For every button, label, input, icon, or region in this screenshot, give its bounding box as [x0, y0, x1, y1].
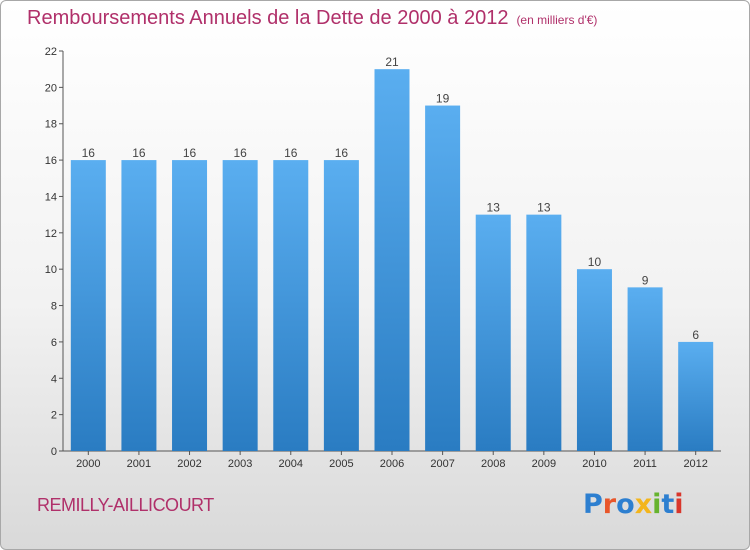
proxiti-logo[interactable]: Proxiti — [583, 489, 684, 520]
bar — [70, 160, 106, 451]
y-tick-label: 10 — [45, 264, 57, 276]
x-tick-label: 2011 — [633, 458, 657, 470]
chart-bars — [70, 69, 714, 451]
bar — [222, 160, 258, 451]
commune-name: REMILLY-AILLICOURT — [37, 495, 214, 515]
data-label: 13 — [487, 201, 501, 215]
data-label: 16 — [132, 146, 146, 160]
y-tick-label: 2 — [51, 410, 57, 422]
x-tick-label: 2012 — [683, 458, 707, 470]
bar — [425, 105, 461, 451]
data-label: 16 — [82, 146, 96, 160]
chart-title-block: Remboursements Annuels de la Dette de 20… — [27, 7, 597, 30]
x-tick-label: 2005 — [329, 458, 353, 470]
x-tick-label: 2002 — [177, 458, 201, 470]
data-label: 10 — [588, 255, 602, 269]
y-tick-label: 14 — [45, 191, 57, 203]
bar — [121, 160, 157, 451]
y-tick-label: 4 — [51, 373, 57, 385]
data-label: 6 — [692, 328, 699, 342]
x-tick-label: 2004 — [279, 458, 303, 470]
chart-data-labels: 16 16 16 16 16 16 21 19 13 13 10 9 6 — [82, 55, 700, 342]
y-tick-label: 16 — [45, 155, 57, 167]
chart-subtitle: (en milliers d'€) — [516, 13, 598, 27]
y-tick-label: 8 — [51, 301, 57, 313]
bar — [526, 214, 562, 451]
data-label: 16 — [183, 146, 197, 160]
bar — [475, 214, 511, 451]
data-label: 9 — [642, 273, 649, 287]
y-tick-label: 0 — [51, 446, 57, 458]
x-tick-label: 2007 — [430, 458, 454, 470]
bar — [172, 160, 208, 451]
data-label: 16 — [284, 146, 298, 160]
x-tick-label: 2008 — [481, 458, 505, 470]
data-label: 16 — [335, 146, 349, 160]
data-label: 16 — [233, 146, 247, 160]
bar — [576, 269, 612, 451]
data-label: 21 — [385, 55, 399, 69]
bar — [627, 287, 663, 451]
bar — [323, 160, 359, 451]
chart-title: Remboursements Annuels de la Dette de 20… — [27, 7, 509, 29]
x-tick-label: 2009 — [532, 458, 556, 470]
y-tick-label: 6 — [51, 337, 57, 349]
y-tick-label: 22 — [45, 46, 57, 58]
bar — [678, 341, 714, 451]
x-tick-label: 2010 — [582, 458, 606, 470]
data-label: 19 — [436, 92, 450, 106]
bar — [273, 160, 309, 451]
y-tick-label: 20 — [45, 82, 57, 94]
x-tick-label: 2000 — [76, 458, 100, 470]
x-tick-label: 2001 — [127, 458, 151, 470]
y-tick-label: 12 — [45, 228, 57, 240]
x-tick-label: 2006 — [380, 458, 404, 470]
x-tick-label: 2003 — [228, 458, 252, 470]
data-label: 13 — [537, 201, 551, 215]
y-tick-label: 18 — [45, 119, 57, 131]
bar — [374, 69, 410, 451]
